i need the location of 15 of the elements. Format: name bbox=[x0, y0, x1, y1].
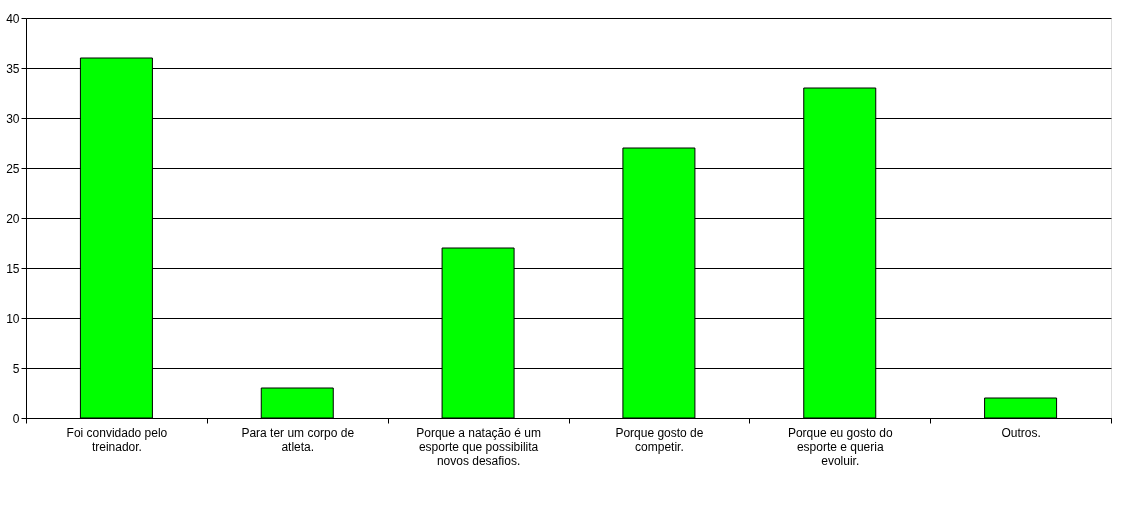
y-tick-label: 10 bbox=[6, 311, 20, 326]
y-tick-label: 0 bbox=[12, 411, 20, 426]
y-tick-label: 25 bbox=[6, 161, 20, 176]
x-tick-label: Foi convidado pelo treinador. bbox=[66, 425, 168, 454]
x-tick-label: Porque a natação é um esporte que possibilita novos desafios. bbox=[416, 425, 541, 468]
y-tick-label: 15 bbox=[6, 261, 20, 276]
x-tick-label: Porque gosto de competir. bbox=[615, 425, 704, 454]
y-tick-label: 20 bbox=[6, 211, 20, 226]
x-tick-label: Outros. bbox=[1001, 425, 1041, 440]
y-tick-label: 5 bbox=[12, 361, 20, 376]
x-tick-label: Porque eu gosto do esporte e queria evoluir. bbox=[787, 425, 893, 468]
x-tick-label: Para ter um corpo de atleta. bbox=[241, 425, 355, 454]
y-tick-label: 30 bbox=[6, 111, 20, 126]
y-tick-label: 40 bbox=[6, 11, 20, 26]
y-tick-label: 35 bbox=[6, 61, 20, 76]
